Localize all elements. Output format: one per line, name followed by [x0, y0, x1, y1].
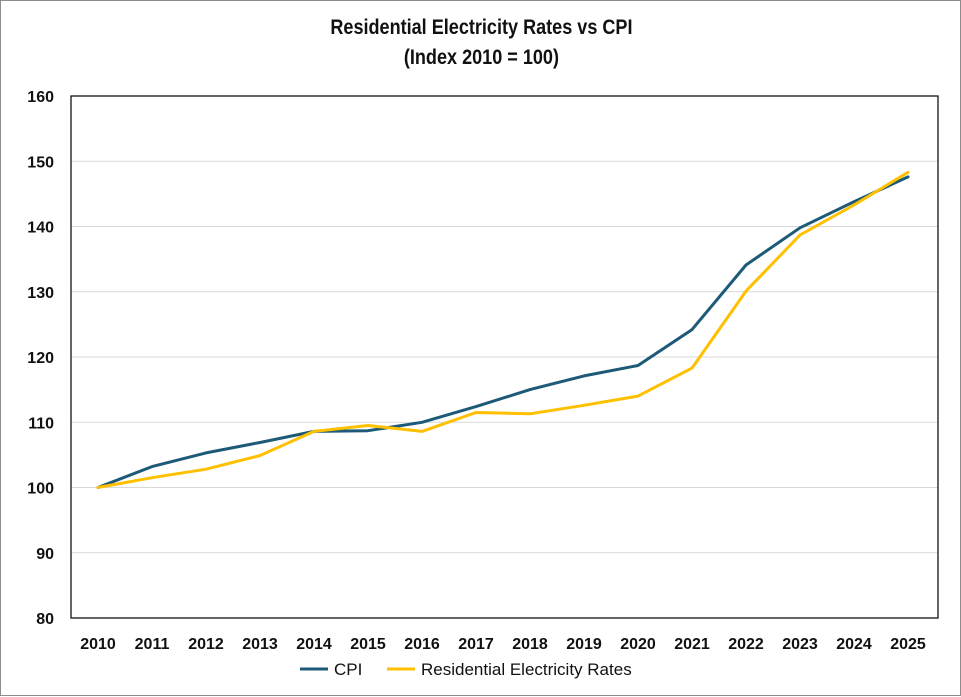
- y-tick-label: 150: [27, 154, 54, 171]
- x-tick-label: 2025: [890, 636, 926, 653]
- x-tick-label: 2017: [458, 636, 494, 653]
- x-tick-label: 2011: [135, 636, 170, 653]
- x-tick-label: 2020: [620, 636, 656, 653]
- y-tick-label: 120: [27, 350, 54, 367]
- legend-label: Residential Electricity Rates: [421, 660, 632, 679]
- y-tick-label: 100: [27, 481, 54, 498]
- y-tick-label: 90: [36, 546, 54, 563]
- series-line-cpi: [98, 177, 908, 488]
- y-tick-label: 140: [27, 220, 54, 237]
- x-tick-label: 2019: [566, 636, 602, 653]
- x-tick-label: 2024: [836, 636, 872, 653]
- x-tick-label: 2010: [80, 636, 116, 653]
- x-tick-label: 2012: [188, 636, 224, 653]
- x-tick-label: 2016: [404, 636, 440, 653]
- series-line-electricity-rates: [98, 172, 908, 487]
- legend-label: CPI: [334, 660, 362, 679]
- x-tick-label: 2023: [782, 636, 818, 653]
- x-tick-label: 2014: [296, 636, 332, 653]
- x-tick-label: 2018: [512, 636, 548, 653]
- x-tick-label: 2013: [242, 636, 278, 653]
- y-tick-label: 80: [36, 611, 54, 628]
- y-tick-label: 110: [28, 415, 54, 432]
- y-tick-label: 130: [27, 285, 54, 302]
- x-tick-label: 2022: [728, 636, 764, 653]
- x-tick-label: 2015: [350, 636, 386, 653]
- y-tick-label: 160: [27, 89, 54, 106]
- x-tick-label: 2021: [674, 636, 710, 653]
